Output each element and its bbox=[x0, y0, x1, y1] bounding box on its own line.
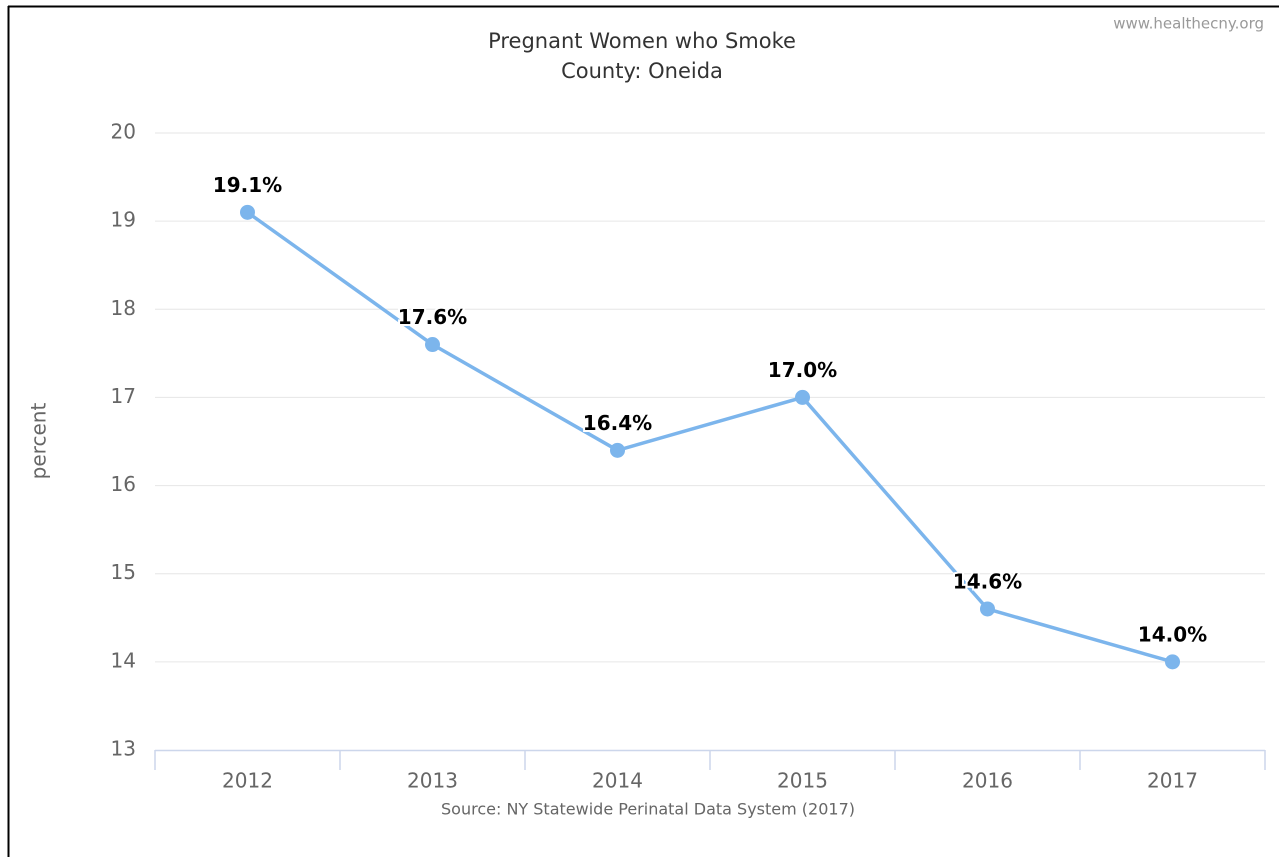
point bbox=[240, 204, 255, 220]
point bbox=[425, 337, 440, 353]
point bbox=[795, 389, 810, 405]
data-label: 17.6% bbox=[398, 305, 467, 329]
x-tick-label: 2016 bbox=[962, 769, 1013, 793]
credit: www.healthecny.org bbox=[1113, 15, 1264, 33]
y-tick-label: 14 bbox=[111, 648, 136, 672]
data-label: 19.1% bbox=[213, 173, 282, 197]
x-tick-label: 2017 bbox=[1147, 769, 1198, 793]
x-tick-label: 2013 bbox=[407, 769, 458, 793]
y-tick-label: 20 bbox=[111, 120, 136, 144]
point bbox=[980, 601, 995, 617]
y-tick-label: 17 bbox=[111, 384, 136, 408]
y-tick-label: 15 bbox=[111, 560, 136, 584]
x-tick-label: 2012 bbox=[222, 769, 273, 793]
y-tick-label: 18 bbox=[111, 296, 136, 320]
source: Source: NY Statewide Perinatal Data Syst… bbox=[441, 800, 855, 819]
data-label: 14.6% bbox=[953, 569, 1022, 593]
chart-title: Pregnant Women who Smoke bbox=[488, 29, 796, 53]
data-label: 17.0% bbox=[768, 358, 837, 382]
series-line bbox=[246, 210, 1173, 664]
y-tick-label: 19 bbox=[111, 208, 136, 232]
data-label: 16.4% bbox=[583, 411, 652, 435]
point bbox=[610, 442, 625, 458]
x-tick-label: 2015 bbox=[777, 769, 828, 793]
point bbox=[1165, 654, 1180, 670]
chart-subtitle: County: Oneida bbox=[561, 59, 723, 83]
y-axis-label: percent bbox=[27, 403, 51, 480]
x-tick-label: 2014 bbox=[592, 769, 643, 793]
y-tick-label: 16 bbox=[111, 472, 136, 496]
y-tick-label: 13 bbox=[111, 737, 136, 761]
data-label: 14.0% bbox=[1138, 622, 1207, 646]
